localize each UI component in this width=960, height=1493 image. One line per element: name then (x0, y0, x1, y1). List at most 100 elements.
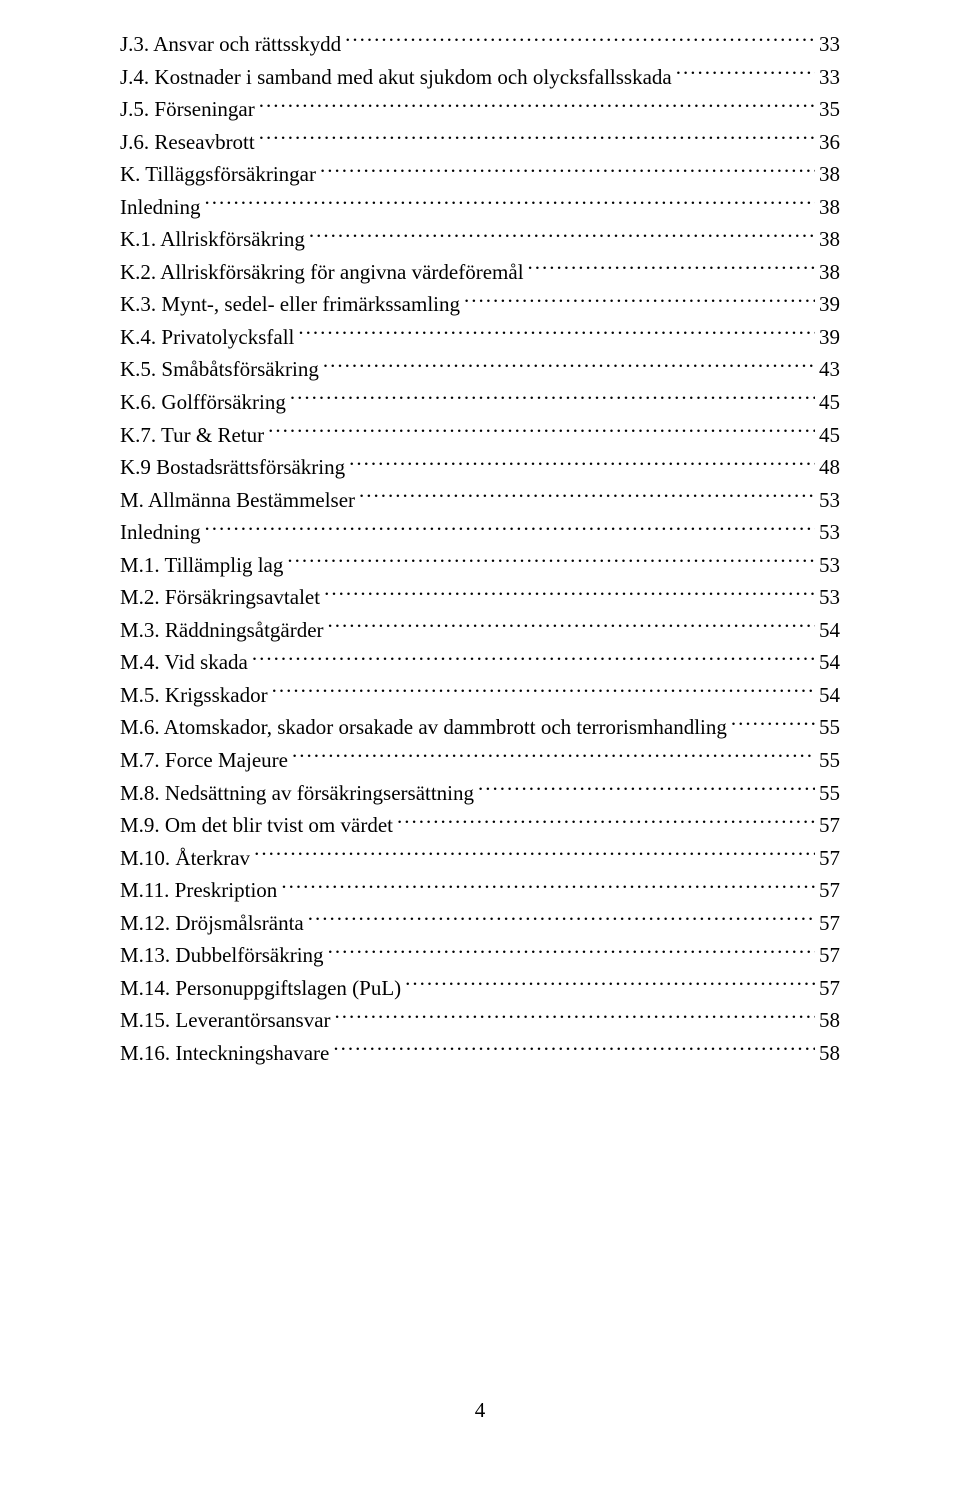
toc-entry-page: 35 (819, 93, 840, 126)
toc-entry-title: M.2. Försäkringsavtalet (120, 581, 320, 614)
toc-entry: M.12. Dröjsmålsränta57 (120, 907, 840, 940)
toc-entry-page: 57 (819, 907, 840, 940)
toc-leader-dots (464, 290, 815, 311)
toc-entry: Inledning53 (120, 516, 840, 549)
toc-entry: M.4. Vid skada 54 (120, 646, 840, 679)
toc-leader-dots (349, 453, 815, 474)
toc-entry: K.5. Småbåtsförsäkring 43 (120, 353, 840, 386)
toc-entry: K.7. Tur & Retur45 (120, 419, 840, 452)
toc-entry-title: M.5. Krigsskador (120, 679, 268, 712)
toc-leader-dots (252, 648, 815, 669)
toc-leader-dots (308, 909, 815, 930)
toc-leader-dots (397, 811, 815, 832)
toc-leader-dots (324, 583, 815, 604)
toc-entry-title: K. Tilläggsförsäkringar (120, 158, 316, 191)
toc-entry: M.6. Atomskador, skador orsakade av damm… (120, 711, 840, 744)
toc-entry-title: M.15. Leverantörsansvar (120, 1004, 331, 1037)
toc-entry: M.7. Force Majeure 55 (120, 744, 840, 777)
toc-entry: M.15. Leverantörsansvar 58 (120, 1004, 840, 1037)
toc-leader-dots (335, 1006, 815, 1027)
toc-leader-dots (731, 713, 815, 734)
toc-leader-dots (204, 193, 815, 214)
toc-entry: M.13. Dubbelförsäkring57 (120, 939, 840, 972)
toc-leader-dots (323, 355, 815, 376)
toc-entry-title: K.1. Allriskförsäkring (120, 223, 305, 256)
toc-entry: K.4. Privatolycksfall39 (120, 321, 840, 354)
toc-leader-dots (478, 779, 815, 800)
toc-leader-dots (333, 1039, 815, 1060)
toc-entry: K.1. Allriskförsäkring 38 (120, 223, 840, 256)
toc-entry-title: K.2. Allriskförsäkring för angivna värde… (120, 256, 524, 289)
toc-entry: M.1. Tillämplig lag 53 (120, 549, 840, 582)
toc-entry-page: 38 (819, 191, 840, 224)
toc-entry: M.10. Återkrav57 (120, 842, 840, 875)
toc-entry: J.6. Reseavbrott 36 (120, 126, 840, 159)
toc-entry-page: 45 (819, 386, 840, 419)
toc-entry-title: J.6. Reseavbrott (120, 126, 255, 159)
page-content: J.3. Ansvar och rättsskydd33J.4. Kostnad… (0, 0, 960, 1070)
toc-entry-title: M.6. Atomskador, skador orsakade av damm… (120, 711, 727, 744)
toc-leader-dots (359, 486, 815, 507)
toc-entry: J.4. Kostnader i samband med akut sjukdo… (120, 61, 840, 94)
toc-entry: J.3. Ansvar och rättsskydd33 (120, 28, 840, 61)
page-number: 4 (0, 1398, 960, 1423)
toc-entry-page: 58 (819, 1037, 840, 1070)
toc-leader-dots (405, 974, 815, 995)
toc-entry-page: 53 (819, 549, 840, 582)
toc-entry-page: 57 (819, 939, 840, 972)
toc-entry-page: 57 (819, 874, 840, 907)
toc-entry-page: 55 (819, 744, 840, 777)
toc-entry-title: J.3. Ansvar och rättsskydd (120, 28, 341, 61)
toc-entry-page: 38 (819, 223, 840, 256)
toc-entry-page: 43 (819, 353, 840, 386)
toc-leader-dots (328, 941, 815, 962)
table-of-contents: J.3. Ansvar och rättsskydd33J.4. Kostnad… (120, 28, 840, 1070)
toc-entry-title: K.5. Småbåtsförsäkring (120, 353, 319, 386)
toc-entry-title: M.9. Om det blir tvist om värdet (120, 809, 393, 842)
toc-entry-title: M.16. Inteckningshavare (120, 1037, 329, 1070)
toc-entry: M. Allmänna Bestämmelser53 (120, 484, 840, 517)
toc-entry-title: M.4. Vid skada (120, 646, 248, 679)
toc-entry: M.11. Preskription57 (120, 874, 840, 907)
toc-entry-title: K.9 Bostadsrättsförsäkring (120, 451, 345, 484)
toc-entry: M.5. Krigsskador 54 (120, 679, 840, 712)
toc-leader-dots (254, 844, 815, 865)
toc-entry-title: M.14. Personuppgiftslagen (PuL) (120, 972, 401, 1005)
toc-leader-dots (676, 63, 815, 84)
toc-entry-title: K.7. Tur & Retur (120, 419, 264, 452)
toc-entry-page: 53 (819, 516, 840, 549)
toc-leader-dots (268, 421, 815, 442)
toc-entry-page: 54 (819, 679, 840, 712)
toc-entry-title: K.3. Mynt-, sedel- eller frimärkssamling (120, 288, 460, 321)
toc-entry-page: 33 (819, 61, 840, 94)
toc-entry-page: 53 (819, 581, 840, 614)
toc-leader-dots (272, 681, 815, 702)
toc-entry-page: 57 (819, 972, 840, 1005)
toc-entry-page: 36 (819, 126, 840, 159)
toc-entry: M.2. Försäkringsavtalet 53 (120, 581, 840, 614)
toc-entry-title: M.7. Force Majeure (120, 744, 288, 777)
toc-leader-dots (328, 616, 815, 637)
toc-entry: K.6. Golfförsäkring45 (120, 386, 840, 419)
toc-leader-dots (281, 876, 815, 897)
toc-entry-page: 55 (819, 711, 840, 744)
toc-entry-page: 58 (819, 1004, 840, 1037)
toc-entry: K.3. Mynt-, sedel- eller frimärkssamling… (120, 288, 840, 321)
toc-entry: K.2. Allriskförsäkring för angivna värde… (120, 256, 840, 289)
toc-leader-dots (528, 258, 815, 279)
toc-entry-page: 54 (819, 646, 840, 679)
toc-entry: M.9. Om det blir tvist om värdet57 (120, 809, 840, 842)
toc-entry-title: M.3. Räddningsåtgärder (120, 614, 324, 647)
toc-entry: M.3. Räddningsåtgärder54 (120, 614, 840, 647)
toc-entry-title: K.4. Privatolycksfall (120, 321, 294, 354)
toc-leader-dots (309, 225, 815, 246)
toc-entry-page: 57 (819, 842, 840, 875)
toc-leader-dots (259, 95, 815, 116)
toc-entry: M.14. Personuppgiftslagen (PuL) 57 (120, 972, 840, 1005)
toc-entry: Inledning38 (120, 191, 840, 224)
toc-entry-page: 53 (819, 484, 840, 517)
toc-entry-title: M.1. Tillämplig lag (120, 549, 283, 582)
toc-leader-dots (320, 160, 815, 181)
toc-entry: M.8. Nedsättning av försäkringsersättnin… (120, 777, 840, 810)
toc-entry: K.9 Bostadsrättsförsäkring48 (120, 451, 840, 484)
